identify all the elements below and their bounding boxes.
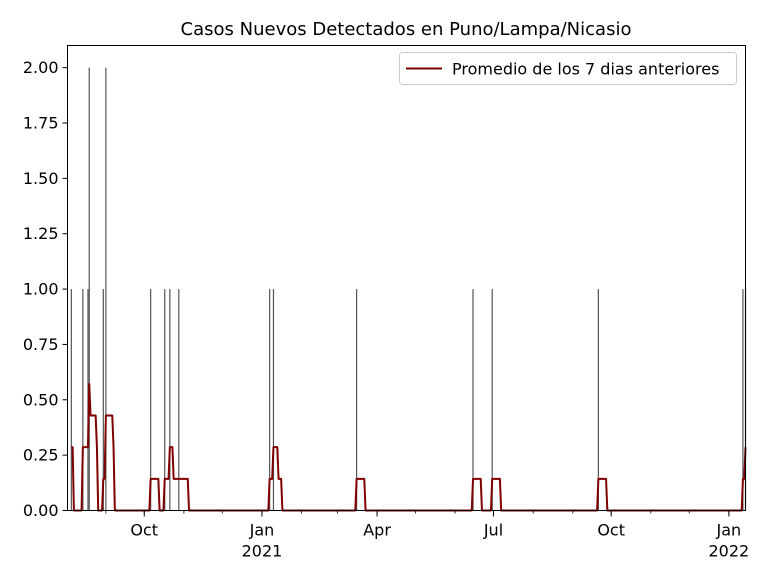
legend: Promedio de los 7 dias anteriores (399, 52, 737, 85)
y-tick-label: 1.00 (23, 280, 59, 299)
case-bar (82, 289, 84, 511)
case-bar (597, 289, 599, 511)
case-bar (269, 289, 271, 511)
case-bar (70, 289, 72, 511)
y-tick-label: 1.50 (23, 169, 59, 188)
case-bar (169, 289, 171, 511)
y-tick-label: 1.75 (23, 114, 59, 133)
y-tick-label: 1.25 (23, 224, 59, 243)
series-line-moving-average (71, 383, 747, 512)
bars-layer (70, 67, 747, 511)
y-tick-label: 0.50 (23, 390, 59, 409)
y-tick-label: 2.00 (23, 58, 59, 77)
case-bar (164, 289, 166, 511)
x-tick-year-label: 2022 (709, 542, 750, 561)
case-bar (272, 289, 275, 511)
legend-box (399, 52, 737, 85)
case-bar (178, 289, 180, 511)
case-bar (491, 289, 493, 511)
x-tick-label: Oct (597, 521, 625, 540)
case-bar (105, 67, 107, 511)
x-axis: Oct Jan 2021 Apr Jul Oct Jan 2022 (105, 510, 750, 561)
legend-label: Promedio de los 7 dias anteriores (452, 60, 719, 79)
y-tick-label: 0.00 (23, 501, 59, 520)
chart-title: Casos Nuevos Detectados en Puno/Lampa/Ni… (181, 19, 632, 40)
case-bar (88, 67, 90, 511)
case-bar (150, 289, 152, 511)
x-tick-label: Jul (483, 521, 503, 540)
x-tick-label: Jan (249, 521, 275, 540)
plot-frame (67, 45, 746, 511)
case-bar (742, 289, 744, 511)
y-tick-label: 0.75 (23, 335, 59, 354)
y-axis: 0.00 0.25 0.50 0.75 1.00 1.25 1.50 1.75 2.00 (23, 58, 68, 520)
case-bar (102, 289, 104, 511)
line-layer (71, 383, 747, 512)
y-tick-label: 0.25 (23, 446, 59, 465)
case-bar (356, 289, 358, 511)
x-tick-label: Jan (716, 521, 742, 540)
x-tick-year-label: 2021 (242, 542, 283, 561)
x-tick-label: Oct (130, 521, 158, 540)
x-tick-label: Apr (363, 521, 391, 540)
case-bar (472, 289, 474, 511)
